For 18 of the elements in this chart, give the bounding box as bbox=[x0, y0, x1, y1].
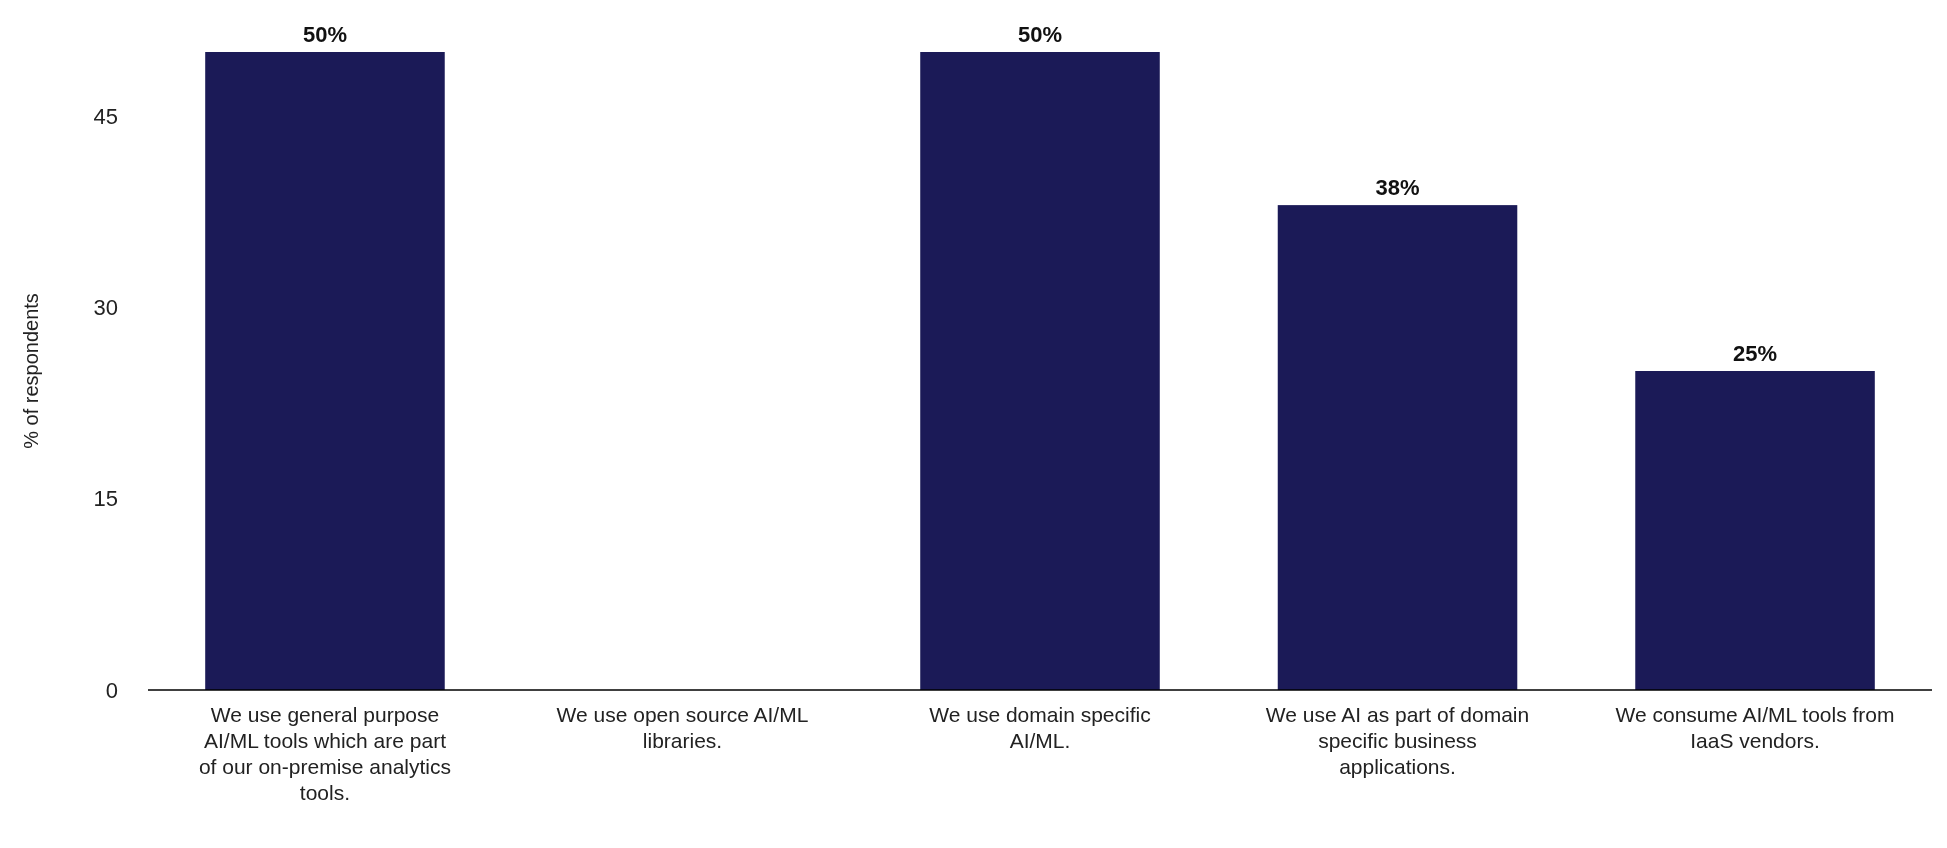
bar bbox=[1635, 371, 1875, 690]
y-tick-label: 45 bbox=[93, 103, 118, 129]
y-tick-label: 30 bbox=[93, 294, 118, 320]
data-label: 25% bbox=[1733, 341, 1778, 366]
x-tick-label: We use AI as part of domain specific business applications. bbox=[1265, 703, 1530, 778]
data-label: 50% bbox=[1017, 22, 1063, 47]
bar bbox=[920, 52, 1160, 690]
x-tick-label: We use open source AI/ML libraries. bbox=[556, 703, 809, 752]
bar bbox=[1277, 205, 1518, 690]
y-tick-label: 15 bbox=[93, 486, 118, 512]
data-label: 38% bbox=[1375, 175, 1420, 201]
x-tick-label: We use general purpose AI/ML tools which are part of our on-premise analytics tools. bbox=[198, 703, 452, 804]
x-tick-label: We use domain specific AI/ML. bbox=[929, 703, 1151, 752]
bar bbox=[205, 52, 445, 690]
y-axis-title: % of respondents bbox=[20, 293, 42, 449]
y-tick-label: 0 bbox=[105, 677, 118, 703]
x-tick-label: We consume AI/ML tools from IaaS vendors. bbox=[1615, 703, 1895, 752]
data-label: 50% bbox=[302, 22, 347, 47]
